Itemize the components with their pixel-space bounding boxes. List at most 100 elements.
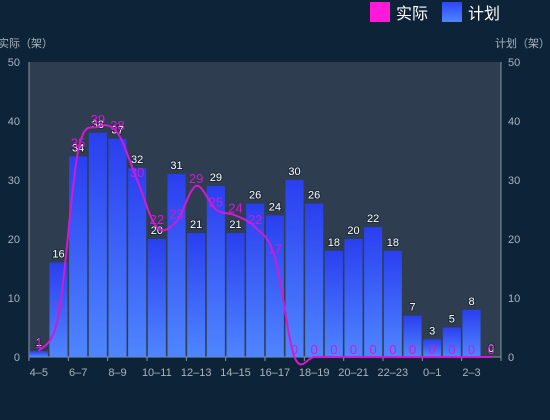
bar-plan[interactable]	[29, 351, 48, 357]
line-value-label: 0	[330, 342, 337, 357]
bar-value-label: 8	[468, 296, 474, 308]
line-value-label: 0	[448, 342, 455, 357]
bar-plan[interactable]	[147, 239, 166, 357]
x-tick-label: 22–23	[378, 367, 409, 379]
y-axis-title-left: 实际（架）	[0, 37, 53, 50]
bar-plan[interactable]	[442, 327, 461, 358]
bar-value-label: 21	[229, 219, 241, 231]
y-axis-title-right: 计划（架）	[495, 37, 550, 50]
x-tick-label: 20–21	[338, 367, 369, 379]
y-tick-label-left: 50	[8, 57, 20, 69]
chart-legend: 实际 计划	[369, 0, 500, 24]
bar-value-label: 0	[488, 343, 494, 355]
bar-plan[interactable]	[462, 309, 481, 357]
y-tick-label-right: 40	[508, 116, 520, 128]
bar-plan[interactable]	[305, 203, 324, 357]
line-value-label: 0	[389, 342, 396, 357]
bar-value-label: 32	[131, 154, 143, 166]
x-tick-label: 0–1	[423, 367, 441, 379]
bar-value-label: 18	[328, 237, 340, 249]
bar-plan[interactable]	[403, 315, 422, 357]
line-value-label: 0	[311, 342, 318, 357]
line-value-label: 22	[150, 212, 164, 227]
line-value-label: 17	[268, 242, 282, 257]
y-tick-label-left: 10	[8, 293, 20, 305]
bar-value-label: 16	[52, 249, 64, 261]
line-value-label: 1	[35, 336, 42, 351]
line-actual[interactable]	[37, 124, 492, 366]
y-tick-label-right: 10	[508, 293, 520, 305]
bar-value-label: 26	[249, 190, 261, 202]
y-tick-label-right: 30	[508, 175, 520, 187]
bar-value-label: 5	[449, 314, 455, 326]
x-tick-label: 10–11	[142, 367, 172, 379]
bar-plan[interactable]	[265, 215, 284, 357]
line-value-label: 22	[248, 212, 262, 227]
bar-plan[interactable]	[285, 180, 304, 357]
bar-plan[interactable]	[324, 250, 343, 357]
bar-plan[interactable]	[108, 138, 127, 357]
legend-swatch-actual	[369, 2, 390, 22]
bar-plan[interactable]	[128, 168, 147, 357]
x-tick-label: 2–3	[462, 367, 480, 379]
bar-plan[interactable]	[246, 203, 265, 357]
bar-value-label: 29	[210, 172, 222, 184]
bar-plan[interactable]	[88, 132, 107, 357]
x-tick-label: 12–13	[181, 367, 212, 379]
bar-plan[interactable]	[226, 233, 245, 357]
line-value-label: 0	[429, 342, 436, 357]
legend-item-actual[interactable]: 实际	[369, 0, 428, 24]
line-value-label: 24	[228, 200, 242, 215]
line-value-label: 0	[468, 342, 475, 357]
y-tick-label-right: 50	[508, 57, 520, 69]
y-tick-label-left: 0	[14, 352, 20, 364]
line-value-label: 38	[110, 118, 124, 133]
bar-plan[interactable]	[364, 227, 383, 357]
line-value-label: 7	[55, 301, 62, 316]
y-tick-label-right: 0	[508, 352, 514, 364]
line-value-label: 30	[130, 165, 144, 180]
x-tick-label: 4–5	[30, 367, 48, 379]
bar-plan[interactable]	[167, 174, 186, 357]
bar-plan[interactable]	[206, 185, 225, 357]
bar-value-label: 37	[111, 125, 123, 137]
bar-value-label: 1	[36, 337, 42, 349]
x-tick-label: 14–15	[220, 367, 251, 379]
line-value-label: 35	[71, 136, 85, 151]
bar-value-label: 21	[190, 219, 202, 231]
line-value-label: 23	[169, 206, 183, 221]
legend-swatch-plan	[441, 2, 462, 22]
bar-value-label: 31	[170, 160, 182, 172]
y-tick-label-left: 20	[8, 234, 20, 246]
bar-value-label: 20	[347, 225, 359, 237]
x-tick-label: 18–19	[299, 367, 330, 379]
line-value-label: 25	[209, 195, 223, 210]
bar-plan[interactable]	[344, 239, 363, 357]
legend-label-actual: 实际	[395, 4, 428, 23]
line-value-label: 0	[370, 342, 377, 357]
line-value-label: 0	[350, 342, 357, 357]
bar-value-label: 7	[409, 302, 415, 314]
x-tick-label: 6–7	[69, 367, 87, 379]
bar-value-label: 18	[387, 237, 399, 249]
y-tick-label-right: 20	[508, 234, 520, 246]
bar-plan[interactable]	[383, 250, 402, 357]
line-value-label: 39	[91, 112, 105, 127]
line-value-label: 29	[189, 171, 203, 186]
plot-background	[29, 62, 501, 357]
bar-value-label: 26	[308, 190, 320, 202]
bar-plan[interactable]	[69, 156, 88, 357]
bar-value-label: 24	[269, 201, 281, 213]
bar-value-label: 3	[429, 325, 435, 337]
x-tick-label: 16–17	[260, 367, 291, 379]
line-value-label: 0	[409, 342, 416, 357]
line-value-label: 0	[291, 342, 298, 357]
legend-item-plan[interactable]: 计划	[441, 0, 500, 24]
bar-plan[interactable]	[187, 233, 206, 357]
bar-plan[interactable]	[423, 339, 442, 357]
bar-value-label: 22	[367, 213, 379, 225]
y-tick-label-left: 40	[8, 116, 20, 128]
bar-value-label: 30	[288, 166, 300, 178]
line-value-label: 0	[488, 342, 495, 357]
